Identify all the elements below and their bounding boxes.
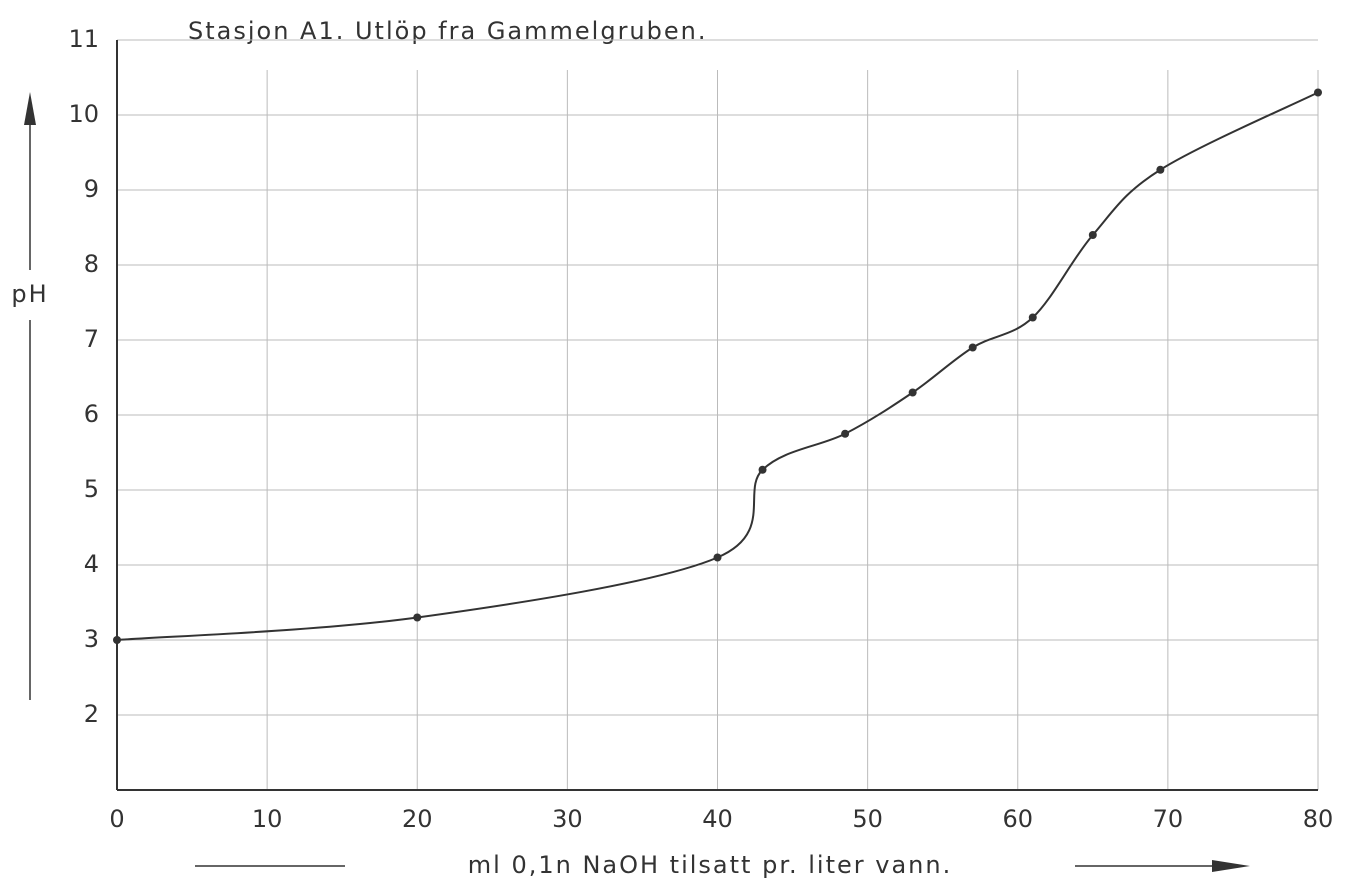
data-point <box>908 388 917 397</box>
x-axis-label: ml 0,1n NaOH tilsatt pr. liter vann. <box>468 851 952 879</box>
x-tick-label: 0 <box>109 805 124 833</box>
y-tick-label: 2 <box>84 700 99 728</box>
x-tick-label: 60 <box>1002 805 1033 833</box>
y-tick-label: 5 <box>84 475 99 503</box>
data-point <box>841 429 850 438</box>
y-tick-label: 9 <box>84 175 99 203</box>
x-tick-label: 70 <box>1153 805 1184 833</box>
data-point <box>113 636 121 644</box>
data-point <box>1088 231 1097 239</box>
y-tick-label: 11 <box>68 25 99 53</box>
data-point <box>713 553 722 562</box>
y-tick-label: 3 <box>84 625 99 653</box>
y-tick-label: 10 <box>68 100 99 128</box>
y-arrow-head <box>24 92 36 125</box>
data-point <box>968 343 977 352</box>
x-tick-label: 40 <box>702 805 733 833</box>
y-tick-label: 7 <box>84 325 99 353</box>
y-axis-label: pH <box>11 280 48 308</box>
data-point <box>1028 313 1037 322</box>
x-arrow-head <box>1212 860 1250 872</box>
y-tick-label: 6 <box>84 400 99 428</box>
data-point <box>758 465 767 474</box>
data-point <box>413 613 422 622</box>
y-tick-label: 4 <box>84 550 99 578</box>
x-tick-label: 30 <box>552 805 583 833</box>
data-point <box>1314 88 1322 97</box>
x-tick-label: 10 <box>252 805 283 833</box>
x-tick-label: 50 <box>852 805 883 833</box>
y-tick-label: 8 <box>84 250 99 278</box>
x-tick-label: 20 <box>402 805 433 833</box>
chart-title: Stasjon A1. Utlöp fra Gammelgruben. <box>188 17 707 45</box>
data-point <box>1156 165 1165 174</box>
line <box>116 91 1319 641</box>
x-tick-label: 80 <box>1303 805 1334 833</box>
